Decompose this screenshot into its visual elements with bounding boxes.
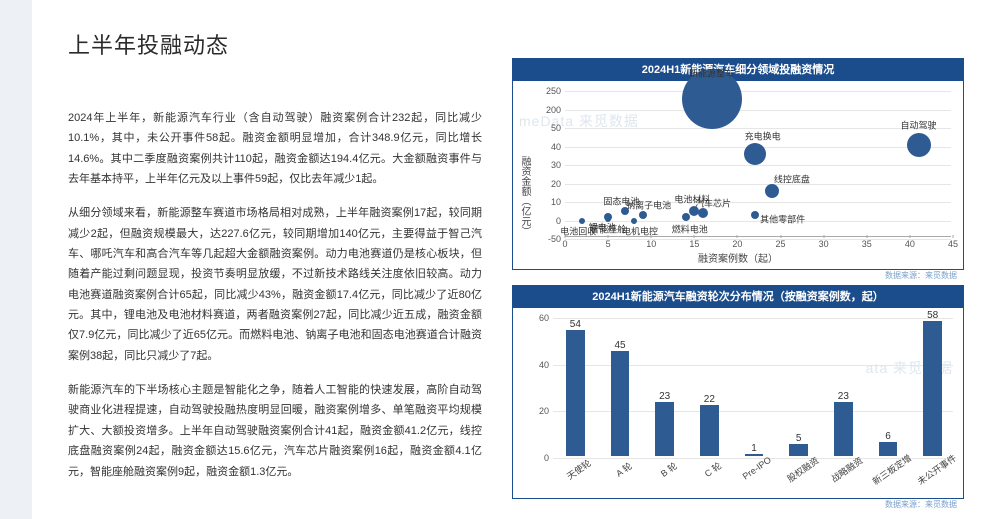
- bar-天使轮: [566, 330, 585, 456]
- bubble-label: 燃料电池: [672, 222, 708, 235]
- scatter-x-tick: 25: [776, 239, 786, 249]
- left-stripe: [0, 0, 32, 519]
- page-title: 上半年投融动态: [68, 28, 229, 60]
- bubble-label: 自动驾驶: [900, 118, 936, 131]
- bar-value-label: 45: [614, 340, 625, 351]
- bubble-钠离子电池: [639, 211, 647, 219]
- bubble-label: 新能源整车: [689, 67, 734, 80]
- scatter-x-tickmark: [780, 235, 781, 238]
- scatter-y-tick: 50: [543, 123, 561, 133]
- scatter-y-tick: -50: [543, 234, 561, 244]
- bubble-label: 电机电控: [622, 224, 658, 237]
- scatter-x-tick: 0: [562, 239, 567, 249]
- scatter-x-tick: 45: [948, 239, 958, 249]
- bar-value-label: 23: [659, 391, 670, 402]
- scatter-title: 2024H1新能源汽车细分领域投融资情况: [513, 59, 963, 81]
- scatter-x-label: 融资案例数（起）: [513, 250, 963, 265]
- scatter-y-tick: 30: [543, 160, 561, 170]
- bubble-线控底盘: [765, 184, 779, 198]
- bubble-其他零部件: [751, 211, 759, 219]
- scatter-x-tickmark: [608, 235, 609, 238]
- bar-C 轮: [700, 405, 719, 456]
- scatter-area: 融资金额（亿元） 融资案例数（起） meData 来觅数据 -500102030…: [513, 81, 963, 269]
- scatter-x-tickmark: [694, 235, 695, 238]
- bar-value-label: 5: [796, 433, 802, 444]
- bar-未公开事件: [923, 321, 942, 456]
- scatter-gridline: [565, 239, 951, 240]
- bar-area: ata 来觅数据 020406054天使轮45A 轮23B 轮22C 轮1Pre…: [513, 308, 963, 498]
- bar-value-label: 22: [704, 394, 715, 405]
- bubble-label: 充电换电: [745, 129, 781, 142]
- bubble-燃料电池: [682, 213, 690, 221]
- bar-y-tick: 40: [529, 360, 549, 370]
- paragraph-1: 2024年上半年，新能源汽车行业（含自动驾驶）融资案例合计232起，同比减少10…: [68, 108, 482, 189]
- scatter-gridline: [565, 91, 951, 92]
- scatter-gridline: [565, 110, 951, 111]
- bar-chart: 2024H1新能源汽车融资轮次分布情况（按融资案例数，起） ata 来觅数据 0…: [512, 285, 964, 499]
- paragraph-2: 从细分领域来看，新能源整车赛道市场格局相对成熟，上半年融资案例17起，较同期减少…: [68, 203, 482, 366]
- bar-A 轮: [611, 351, 630, 456]
- scatter-y-tick: 20: [543, 179, 561, 189]
- bubble-智能座舱: [605, 216, 611, 222]
- bar-B 轮: [655, 402, 674, 456]
- bar-title: 2024H1新能源汽车融资轮次分布情况（按融资案例数，起）: [513, 286, 963, 308]
- scatter-y-tick: 200: [543, 105, 561, 115]
- bubble-汽车芯片: [698, 208, 708, 218]
- scatter-x-tickmark: [823, 235, 824, 238]
- scatter-x-tickmark: [909, 235, 910, 238]
- scatter-x-tick: 5: [606, 239, 611, 249]
- bar-新三板定增: [879, 442, 898, 456]
- scatter-gridline: [565, 165, 951, 166]
- scatter-x-tick: 40: [905, 239, 915, 249]
- bar-value-label: 1: [751, 443, 757, 454]
- bar-value-label: 54: [570, 319, 581, 330]
- bar-value-label: 58: [927, 310, 938, 321]
- scatter-x-tickmark: [953, 235, 954, 238]
- body-paragraphs: 2024年上半年，新能源汽车行业（含自动驾驶）融资案例合计232起，同比减少10…: [68, 108, 482, 496]
- bar-y-tick: 0: [529, 453, 549, 463]
- bubble-label: 电池材料: [674, 193, 710, 206]
- bubble-label: 钠离子电池: [626, 198, 671, 211]
- bubble-充电换电: [744, 143, 766, 165]
- bar-y-tick: 20: [529, 406, 549, 416]
- bar-Pre-IPO: [745, 454, 764, 456]
- bar-value-label: 6: [885, 431, 891, 442]
- bar-y-tick: 60: [529, 313, 549, 323]
- scatter-x-tick: 30: [819, 239, 829, 249]
- scatter-y-tick: 40: [543, 142, 561, 152]
- scatter-y-label: 融资金额（亿元）: [517, 156, 532, 236]
- scatter-x-tick: 20: [732, 239, 742, 249]
- scatter-x-tick: 35: [862, 239, 872, 249]
- bubble-label: 线控底盘: [774, 172, 810, 185]
- bubble-电池材料: [689, 206, 699, 216]
- bar-source: 数据来源：来觅数据: [885, 499, 957, 510]
- paragraph-3: 新能源汽车的下半场核心主题是智能化之争，随着人工智能的快速发展，高阶自动驾驶商业…: [68, 380, 482, 482]
- scatter-x-tick: 15: [689, 239, 699, 249]
- bubble-自动驾驶: [907, 133, 931, 157]
- bubble-label: 电池回收: [560, 224, 596, 237]
- scatter-x-tick: 10: [646, 239, 656, 249]
- scatter-y-tick: 0: [543, 216, 561, 226]
- scatter-y-tick: 250: [543, 86, 561, 96]
- bar-value-label: 23: [838, 391, 849, 402]
- bar-战略融资: [834, 402, 853, 456]
- scatter-x-tickmark: [737, 235, 738, 238]
- scatter-x-tickmark: [866, 235, 867, 238]
- scatter-y-tick: 10: [543, 197, 561, 207]
- scatter-chart: 2024H1新能源汽车细分领域投融资情况 融资金额（亿元） 融资案例数（起） m…: [512, 58, 964, 270]
- bubble-label: 其他零部件: [760, 212, 805, 225]
- bar-股权融资: [789, 444, 808, 456]
- bar-gridline: [553, 318, 953, 319]
- bubble-电池回收: [579, 218, 585, 224]
- bubble-电机电控: [631, 218, 637, 224]
- scatter-gridline: [565, 184, 951, 185]
- scatter-source: 数据来源：来觅数据: [885, 270, 957, 281]
